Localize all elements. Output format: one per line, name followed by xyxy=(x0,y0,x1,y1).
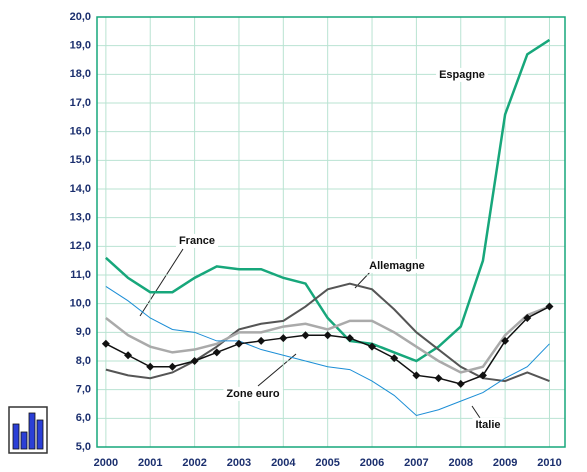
marker xyxy=(146,362,155,371)
x-tick-label: 2005 xyxy=(315,457,339,469)
annotation: Allemagne xyxy=(369,260,425,272)
annotation-bg xyxy=(436,67,488,82)
series-line xyxy=(105,305,550,374)
y-tick-label: 12,0 xyxy=(70,240,91,252)
annotation-bg xyxy=(366,258,428,273)
marker xyxy=(345,334,354,343)
x-tick-label: 2008 xyxy=(449,457,473,469)
marker xyxy=(412,371,421,380)
y-tick-label: 10,0 xyxy=(70,298,91,310)
x-tick-label: 2002 xyxy=(182,457,206,469)
y-tick-label: 8,0 xyxy=(76,355,91,367)
y-tick-label: 18,0 xyxy=(70,68,91,80)
x-tick-label: 2001 xyxy=(138,457,162,469)
x-tick-label: 2006 xyxy=(360,457,384,469)
annotation-bg xyxy=(175,233,219,248)
y-tick-label: 20,0 xyxy=(70,11,91,23)
leader-lines xyxy=(139,248,481,419)
marker xyxy=(301,331,310,340)
x-tick-label: 2000 xyxy=(94,457,118,469)
y-tick-label: 9,0 xyxy=(76,326,91,338)
x-tick-label: 2007 xyxy=(404,457,428,469)
marker xyxy=(124,351,133,360)
y-tick-label: 15,0 xyxy=(70,154,91,166)
marker xyxy=(523,314,532,322)
marker xyxy=(212,348,221,357)
annotation: Italie xyxy=(475,419,500,431)
marker xyxy=(168,362,177,371)
marker xyxy=(390,354,399,363)
series-line xyxy=(105,282,550,383)
annotation: Espagne xyxy=(439,69,485,81)
y-tick-label: 14,0 xyxy=(70,183,91,195)
x-tick-label: 2004 xyxy=(271,457,296,469)
series-line xyxy=(105,286,550,417)
annotation: France xyxy=(179,235,215,247)
marker xyxy=(101,339,110,348)
y-tick-label: 16,0 xyxy=(70,126,91,138)
marker xyxy=(368,342,377,351)
marker xyxy=(257,336,266,345)
marker xyxy=(501,336,510,345)
annotation: Zone euro xyxy=(226,388,279,400)
x-tick-label: 2010 xyxy=(537,457,561,469)
chart-icon xyxy=(8,406,48,454)
y-tick-label: 6,0 xyxy=(76,412,91,424)
y-tick-label: 17,0 xyxy=(70,97,91,109)
y-tick-label: 19,0 xyxy=(70,40,91,52)
marker xyxy=(478,371,487,380)
marker xyxy=(323,331,332,340)
plot-frame xyxy=(96,16,566,448)
annotation-bg xyxy=(223,386,283,401)
annotation-bg xyxy=(472,417,504,432)
marker xyxy=(190,357,199,365)
marker xyxy=(234,339,243,348)
y-tick-label: 5,0 xyxy=(76,441,91,453)
y-tick-label: 7,0 xyxy=(76,384,91,396)
y-tick-label: 13,0 xyxy=(70,212,91,224)
y-tick-label: 11,0 xyxy=(70,269,91,281)
x-tick-label: 2003 xyxy=(227,457,251,469)
series-line xyxy=(105,38,551,363)
x-tick-label: 2009 xyxy=(493,457,517,469)
marker xyxy=(456,379,465,388)
marker xyxy=(279,334,288,343)
marker xyxy=(545,302,554,311)
marker xyxy=(434,374,443,383)
